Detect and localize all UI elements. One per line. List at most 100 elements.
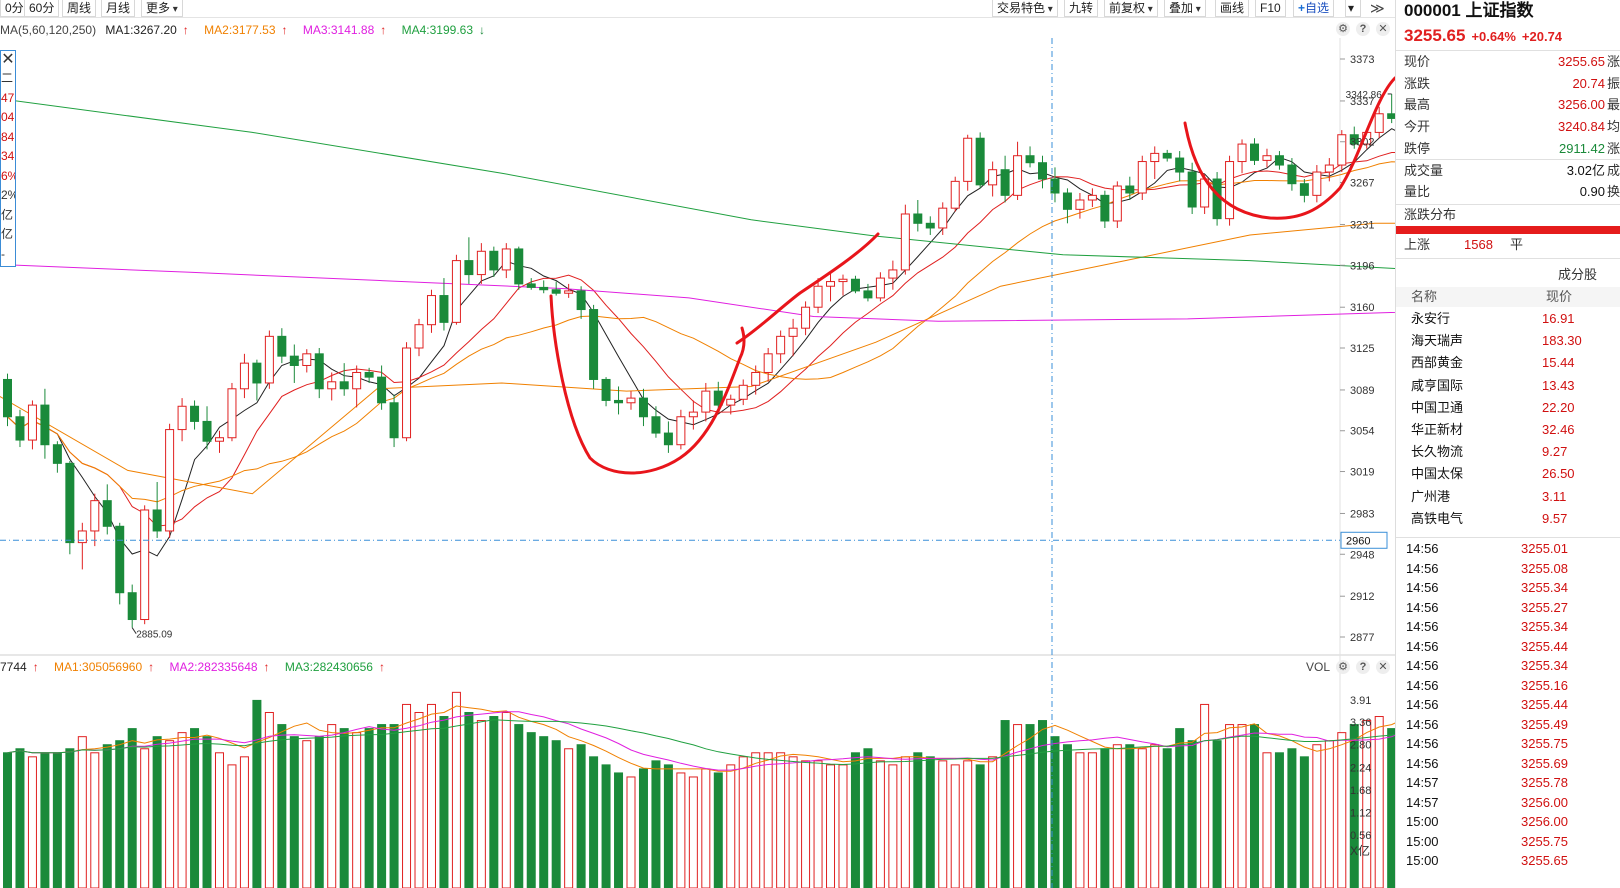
candle-body	[1349, 134, 1359, 145]
component-row[interactable]: 永安行 16.91	[1396, 308, 1620, 330]
tick-row: 14:56 3255.69	[1396, 754, 1620, 774]
stock-name: 长久物流	[1411, 444, 1464, 460]
quote-row: 今开 3240.84 均	[1396, 116, 1620, 137]
volume-bar	[115, 740, 125, 888]
volume-bar	[1100, 748, 1110, 888]
draw-button[interactable]: 画线	[1215, 0, 1250, 17]
low-annotation-line	[131, 627, 137, 634]
candle-body	[90, 500, 100, 532]
settings-icon[interactable]: ⚙	[1336, 660, 1350, 674]
crosshair: 2960	[0, 38, 1388, 888]
period-toolbar: 0分 60分 周线 月线 更多 交易特色 九转 前复权 叠加 画线 F10 +自…	[0, 0, 1395, 18]
close-icon[interactable]: ✕	[1376, 22, 1390, 36]
settings-icon[interactable]: ⚙	[1336, 22, 1350, 36]
candle-body	[364, 371, 374, 378]
candle-body	[826, 281, 836, 287]
candle-body	[1050, 178, 1060, 194]
tick-time: 14:56	[1406, 755, 1439, 771]
hand-drawn-cup	[549, 294, 746, 475]
volume-bar	[564, 748, 574, 888]
component-row[interactable]: 广州港 3.11	[1396, 486, 1620, 508]
period-tab-0[interactable]: 0分	[0, 0, 29, 17]
help-icon[interactable]: ?	[1356, 660, 1370, 674]
help-icon[interactable]: ?	[1356, 22, 1370, 36]
volume-bar	[651, 760, 661, 888]
volume-bar	[526, 732, 536, 888]
tick-time: 14:56	[1406, 736, 1439, 751]
volume-bar	[788, 756, 798, 888]
adjust-dropdown[interactable]: 前复权	[1104, 0, 1158, 17]
component-row[interactable]: 海天瑞声 183.30	[1396, 330, 1620, 352]
candle-body	[1137, 161, 1147, 194]
candle-body	[352, 371, 362, 390]
price-tick-label: 2912	[1350, 591, 1374, 603]
component-row[interactable]: 西部黄金 15.44	[1396, 352, 1620, 374]
watchlist-dropdown-arrow[interactable]: ▾	[1345, 0, 1361, 17]
volume-bar	[1250, 724, 1259, 888]
volume-bar	[601, 764, 611, 888]
period-tab-month[interactable]: 月线	[101, 0, 136, 17]
candle-body	[165, 429, 175, 532]
volume-bar	[701, 768, 711, 888]
volume-bar	[551, 740, 561, 888]
candle-body	[227, 388, 237, 439]
period-tab-60min[interactable]: 60分	[24, 0, 60, 17]
kline-chart[interactable]: 3373333733023267323131963160312530893054…	[0, 38, 1395, 888]
quote-label: 跌停	[1404, 140, 1431, 156]
overlay-dropdown[interactable]: 叠加	[1164, 0, 1206, 17]
volume-bar	[1112, 744, 1122, 888]
volume-bar	[1038, 720, 1048, 888]
trade-feature-dropdown[interactable]: 交易特色	[992, 0, 1058, 17]
tooltip-close-icon[interactable]: ✕	[1, 51, 15, 68]
component-row[interactable]: 长久物流 9.27	[1396, 441, 1620, 463]
component-row[interactable]: 中国太保 26.50	[1396, 463, 1620, 485]
distribution-bar	[1396, 226, 1620, 234]
vol-current: 7744 ↑	[0, 660, 39, 674]
candle-body	[1312, 171, 1322, 196]
quote-extra-label: 最	[1607, 97, 1620, 113]
candle-body	[115, 525, 125, 594]
f10-button[interactable]: F10	[1255, 0, 1286, 17]
volume-panel-controls: ⚙ ? ✕	[1336, 660, 1392, 676]
candle-body	[601, 378, 611, 401]
expand-panel-icon[interactable]: ≫	[1370, 0, 1385, 16]
more-dropdown[interactable]: 更多	[141, 0, 183, 17]
volume-bar	[1312, 744, 1322, 888]
candle-body	[950, 180, 960, 209]
tick-time: 15:00	[1406, 853, 1439, 868]
tick-row: 14:56 3255.44	[1396, 695, 1620, 715]
quote-row: 量比 0.90 换	[1396, 181, 1620, 202]
candles	[3, 93, 1395, 628]
candle-body	[402, 347, 412, 439]
candle-body	[738, 384, 748, 400]
candle-body	[314, 353, 324, 390]
flat-label: 平	[1510, 237, 1524, 252]
component-row[interactable]: 华正新材 32.46	[1396, 419, 1620, 441]
volume-bar	[1025, 724, 1035, 888]
volume-bar	[1013, 724, 1023, 888]
ma3-value: MA3:3141.88 ↑	[302, 23, 387, 37]
candle-body	[938, 207, 948, 229]
volume-bar	[638, 768, 648, 888]
tick-time: 14:56	[1406, 599, 1439, 615]
watchlist-button[interactable]: +自选	[1293, 0, 1335, 17]
quote-label: 涨跌	[1404, 75, 1431, 91]
vol-indicator-name[interactable]: VOL	[1306, 660, 1331, 674]
component-title: 成分股	[1558, 267, 1598, 282]
ma1-value: MA1:3267.20 ↑	[105, 23, 189, 37]
component-row[interactable]: 高铁电气 9.57	[1396, 508, 1620, 530]
volume-bar	[227, 764, 237, 888]
component-row[interactable]: 咸亨国际 13.43	[1396, 375, 1620, 397]
component-row[interactable]: 中国卫通 22.20	[1396, 397, 1620, 419]
tick-price: 3255.44	[1521, 638, 1568, 654]
price-panel-controls: ⚙ ? ✕	[1336, 22, 1392, 38]
period-tab-week[interactable]: 周线	[62, 0, 97, 17]
jiuzhuan-button[interactable]: 九转	[1064, 0, 1099, 17]
close-icon[interactable]: ✕	[1376, 660, 1390, 674]
candle-body	[1000, 169, 1010, 196]
volume-bar	[277, 724, 287, 888]
quote-value: 20.74	[1572, 75, 1605, 91]
volume-bar	[1237, 724, 1247, 888]
volume-tick-label: 2.80	[1350, 740, 1371, 752]
volume-bar	[377, 724, 387, 888]
